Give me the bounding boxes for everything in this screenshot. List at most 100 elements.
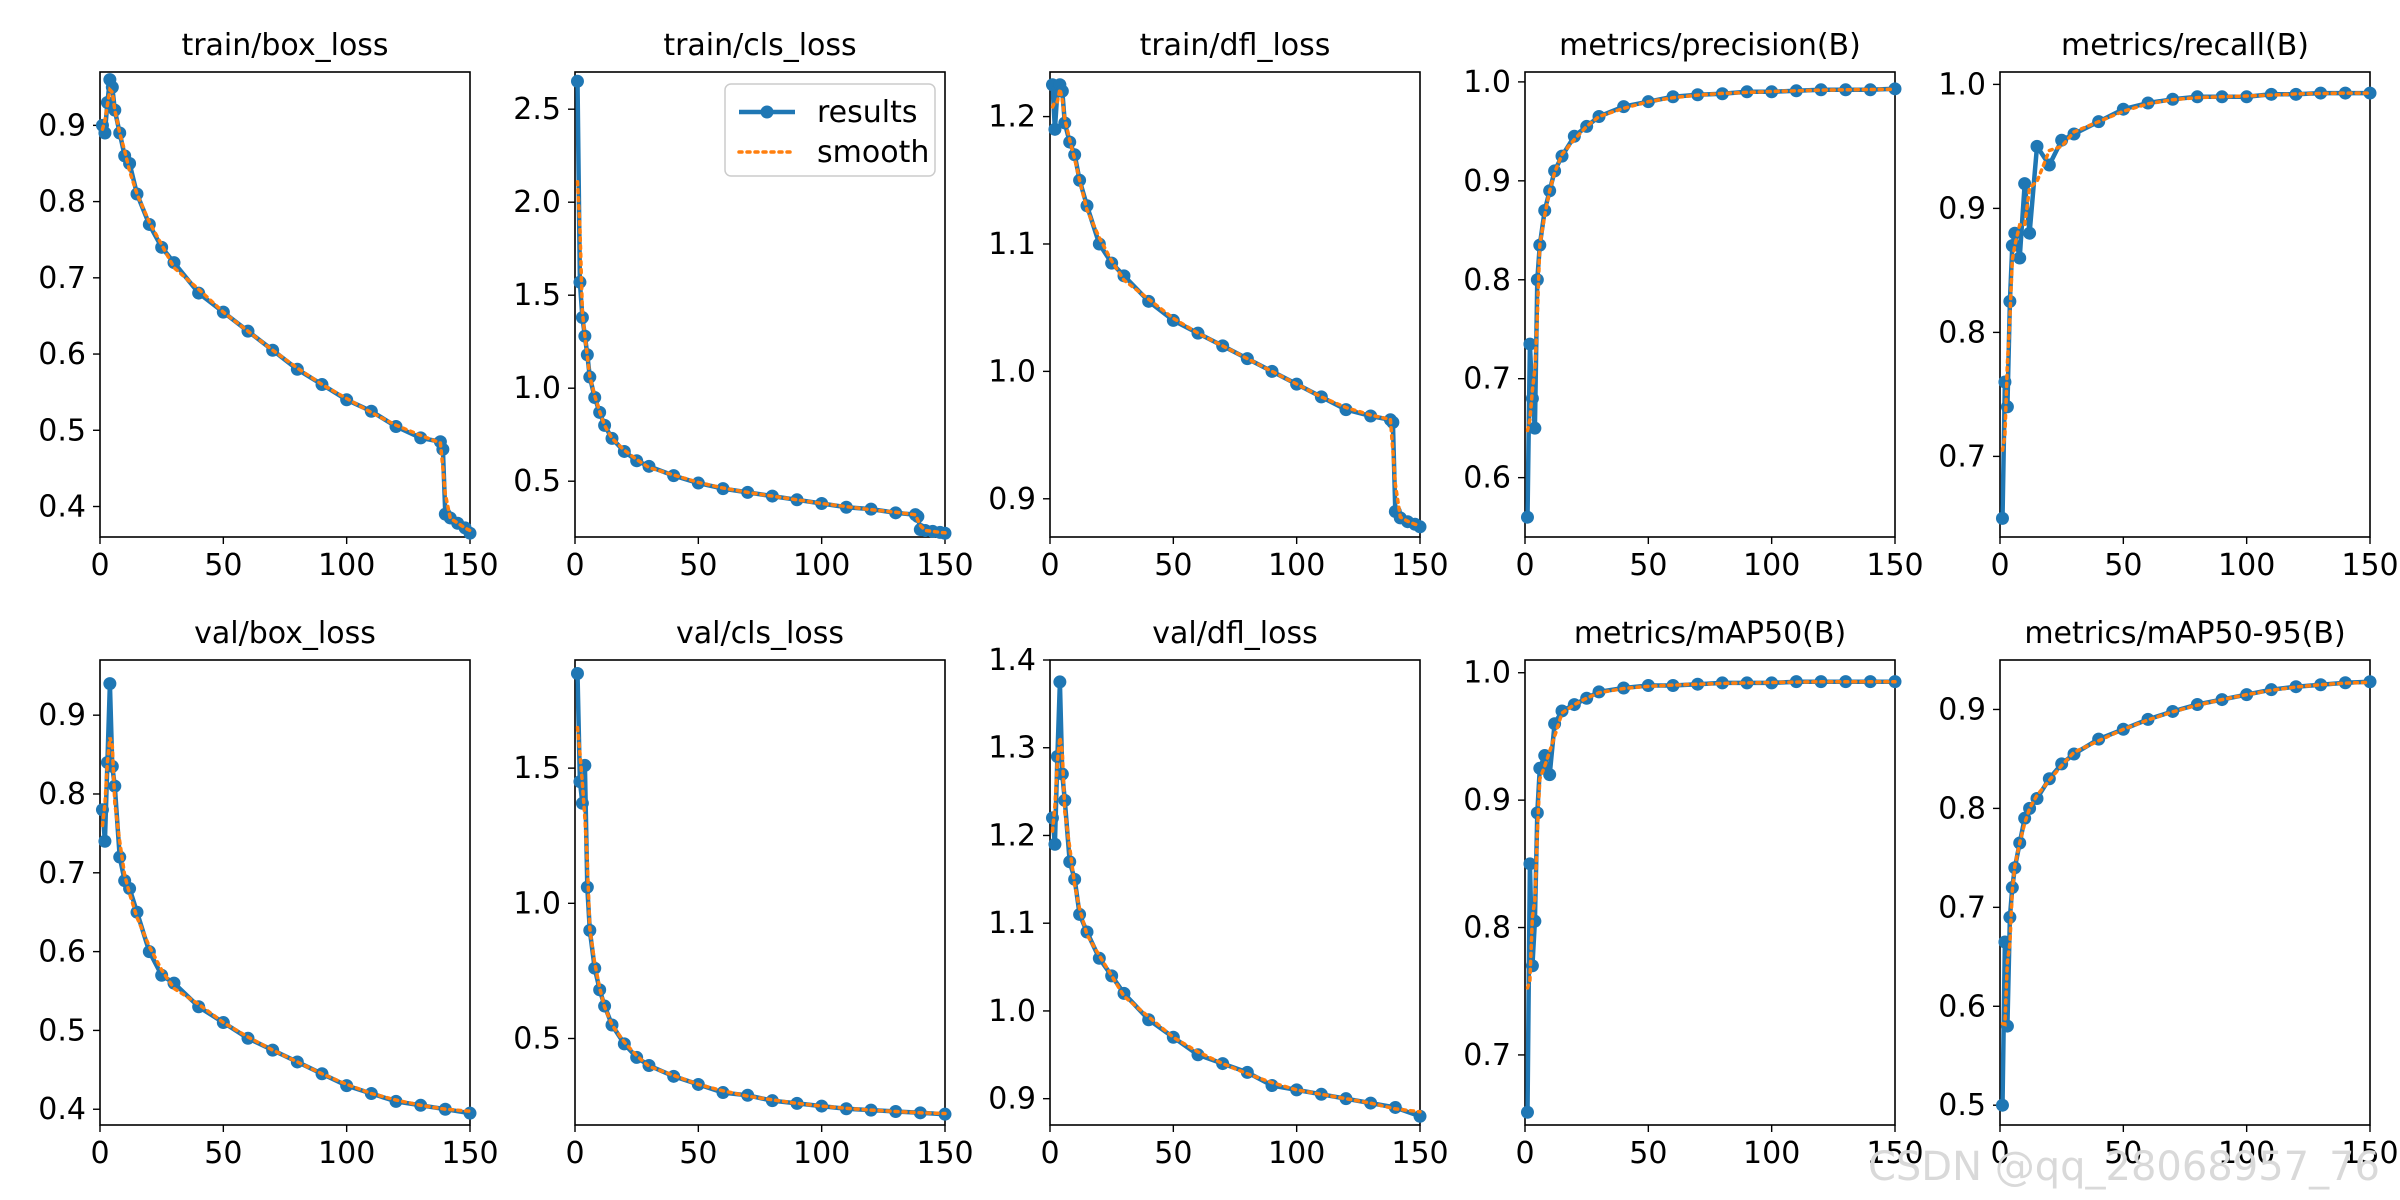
results-point xyxy=(2030,139,2044,153)
subplot-9: metrics/mAP50(B) 0 50 100 150 0.7 0.8 0.9 1.0 xyxy=(1463,616,1923,1171)
y-tick-label: 0.6 xyxy=(1463,461,1511,496)
results-point xyxy=(1058,793,1072,807)
x-tick-label: 100 xyxy=(2218,548,2275,583)
y-tick-label: 0.4 xyxy=(38,490,86,525)
subplot-title: metrics/mAP50-95(B) xyxy=(2024,616,2345,651)
results-point xyxy=(155,968,169,982)
smooth-line xyxy=(575,179,947,535)
axes-frame xyxy=(1999,71,2371,538)
results-point xyxy=(1789,84,1803,98)
results-point xyxy=(1523,857,1537,871)
x-tick-label: 150 xyxy=(1866,1136,1923,1171)
subplot-5: metrics/recall(B) 0 50 100 150 0.7 0.8 0.9 1.0 xyxy=(1938,28,2398,583)
results-point xyxy=(2055,133,2069,147)
results-point xyxy=(2003,294,2017,308)
y-tick-label: 0.9 xyxy=(1938,191,1986,226)
smooth-line xyxy=(1050,737,1422,1114)
subplot-title: train/box_loss xyxy=(181,28,388,63)
subplot-title: metrics/recall(B) xyxy=(2061,28,2309,63)
axes-frame xyxy=(1999,659,2371,1126)
results-point xyxy=(1063,855,1077,869)
x-tick-label: 0 xyxy=(90,1136,109,1171)
results-line xyxy=(2000,90,2370,519)
results-point xyxy=(2338,86,2352,100)
results-point xyxy=(1555,149,1569,163)
x-tick-label: 0 xyxy=(1040,1136,1059,1171)
results-point xyxy=(1339,403,1353,417)
results-point xyxy=(1888,82,1902,96)
x-tick-label: 100 xyxy=(1268,1136,1325,1171)
legend-smooth-label: smooth xyxy=(817,135,929,170)
results-point xyxy=(1386,415,1400,429)
subplot-2: train/cls_loss 0 50 100 150 0.5 1.0 1.5 2.0 2.5 re… xyxy=(513,28,973,583)
results-point xyxy=(1053,675,1067,689)
y-tick-label: 0.9 xyxy=(38,108,86,143)
results-point xyxy=(2363,86,2377,100)
y-tick-label: 1.1 xyxy=(988,906,1036,941)
results-line xyxy=(1525,679,1895,1113)
y-tick-label: 0.6 xyxy=(38,337,86,372)
smooth-line xyxy=(100,736,472,1113)
x-tick-label: 50 xyxy=(2104,548,2142,583)
results-point xyxy=(570,74,584,88)
results-point xyxy=(1413,1109,1427,1123)
results-point xyxy=(2000,1019,2014,1033)
y-tick-label: 0.6 xyxy=(1938,989,1986,1024)
results-point xyxy=(1567,129,1581,143)
subplot-title: val/box_loss xyxy=(194,616,376,651)
results-point xyxy=(1048,837,1062,851)
results-point xyxy=(1995,1098,2009,1112)
y-tick-label: 2.0 xyxy=(513,185,561,220)
x-tick-label: 100 xyxy=(318,548,375,583)
x-tick-label: 100 xyxy=(318,1136,375,1171)
results-point xyxy=(2314,678,2328,692)
legend-results-marker xyxy=(760,105,774,119)
x-tick-label: 100 xyxy=(1268,548,1325,583)
axes-frame xyxy=(574,659,946,1126)
results-point xyxy=(2042,158,2056,172)
subplot-10: metrics/mAP50-95(B) 0 50 100 150 0.5 0.6 0.7 0.8… xyxy=(1938,616,2398,1171)
results-point xyxy=(839,500,853,514)
results-point xyxy=(167,976,181,990)
legend: results smooth xyxy=(724,83,936,177)
x-tick-label: 150 xyxy=(916,548,973,583)
x-tick-label: 50 xyxy=(679,1136,717,1171)
results-point xyxy=(1314,1087,1328,1101)
subplot-title: metrics/mAP50(B) xyxy=(1574,616,1846,651)
results-point xyxy=(1528,914,1542,928)
x-tick-label: 150 xyxy=(1391,1136,1448,1171)
y-tick-label: 0.7 xyxy=(1938,439,1986,474)
y-tick-label: 0.8 xyxy=(38,185,86,220)
results-point xyxy=(1814,83,1828,97)
results-point xyxy=(1555,704,1569,718)
results-line xyxy=(1050,679,1421,1119)
y-tick-label: 1.0 xyxy=(1463,656,1511,691)
x-tick-label: 150 xyxy=(2341,1136,2398,1171)
x-tick-label: 100 xyxy=(1743,1136,1800,1171)
y-tick-label: 1.3 xyxy=(988,731,1036,766)
results-point xyxy=(463,1106,477,1120)
y-tick-label: 1.0 xyxy=(988,994,1036,1029)
y-tick-label: 0.5 xyxy=(1938,1088,1986,1123)
y-tick-label: 1.0 xyxy=(1938,67,1986,102)
results-point xyxy=(103,677,117,691)
smooth-line xyxy=(2000,91,2372,452)
y-tick-label: 1.0 xyxy=(513,886,561,921)
results-point xyxy=(2018,177,2032,191)
y-tick-label: 0.9 xyxy=(988,1082,1036,1117)
axes-frame xyxy=(1049,71,1421,538)
axes-frame xyxy=(574,71,946,538)
y-tick-label: 0.9 xyxy=(1938,692,1986,727)
results-point xyxy=(580,348,594,362)
x-tick-label: 50 xyxy=(1629,548,1667,583)
results-point xyxy=(1543,768,1557,782)
x-tick-label: 0 xyxy=(1515,548,1534,583)
results-point xyxy=(1068,872,1082,886)
x-tick-label: 50 xyxy=(679,548,717,583)
results-point xyxy=(2363,675,2377,689)
legend-box xyxy=(724,83,936,177)
smooth-line xyxy=(100,86,472,533)
y-tick-label: 0.7 xyxy=(1463,1038,1511,1073)
y-tick-label: 0.8 xyxy=(1938,791,1986,826)
results-line xyxy=(575,673,946,1117)
